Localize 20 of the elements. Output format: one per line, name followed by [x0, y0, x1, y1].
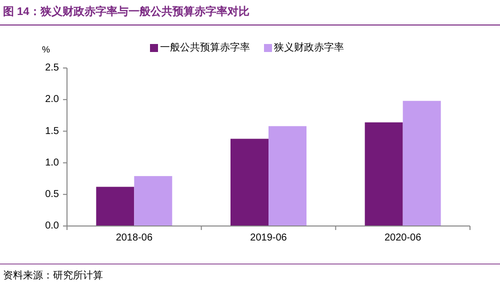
legend-label: 一般公共预算赤字率 [160, 42, 250, 54]
y-tick-label: 0.5 [45, 189, 60, 200]
text: 资料来源：研究所计算 [3, 270, 103, 282]
y-tick-label: 0.0 [45, 220, 60, 232]
bar [230, 138, 268, 226]
x-tick-label: 2018-06 [116, 232, 153, 244]
x-tick-label: 2020-06 [384, 232, 422, 244]
y-tick-label: 1.0 [45, 157, 60, 168]
y-axis-title: % [42, 44, 50, 54]
y-tick-label: 2.0 [45, 94, 60, 106]
bar [364, 122, 403, 226]
y-tick-label: 1.5 [45, 126, 60, 137]
bar [134, 176, 172, 226]
chart-title: 图 14：狭义财政赤字率与一般公共预算赤字率对比 [3, 4, 250, 18]
y-tick-label: 2.5 [45, 62, 60, 74]
bar [96, 186, 134, 226]
legend-label: 狭义财政赤字率 [274, 42, 344, 54]
bar [402, 100, 441, 226]
bar [268, 126, 306, 226]
x-tick-label: 2019-06 [250, 232, 288, 244]
